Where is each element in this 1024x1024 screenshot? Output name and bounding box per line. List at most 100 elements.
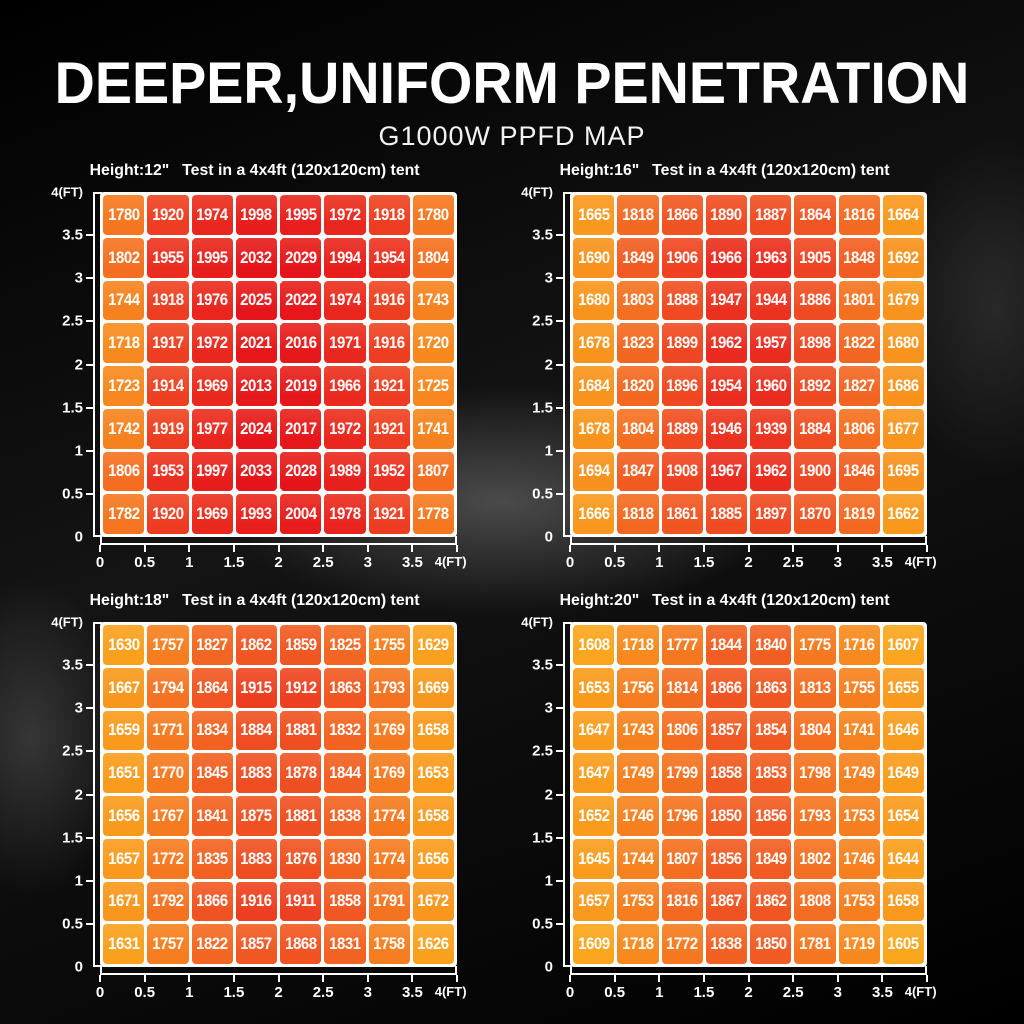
ppfd-cell: 2019 <box>280 366 322 406</box>
ppfd-cell: 1749 <box>617 753 659 793</box>
ppfd-cell: 1816 <box>838 195 880 235</box>
grid-dot <box>657 791 665 798</box>
grid-dot <box>788 445 796 453</box>
grid-dot <box>701 488 709 496</box>
grid-dot <box>318 361 326 368</box>
ppfd-cell: 1667 <box>103 667 145 708</box>
y-axis-label: 0 <box>74 528 83 546</box>
ppfd-cell: 1719 <box>838 924 880 964</box>
x-axis-label: 2.5 <box>782 554 804 571</box>
grid-dot <box>788 403 796 411</box>
ppfd-cell: 1807 <box>412 451 454 492</box>
ppfd-cell: 2016 <box>280 323 322 363</box>
ppfd-cell: 1866 <box>191 881 233 922</box>
grid-dot <box>362 833 370 841</box>
grid-dot <box>362 276 370 284</box>
ppfd-cell: 1888 <box>661 280 703 321</box>
ppfd-cell: 1883 <box>235 838 277 879</box>
grid-dot <box>318 875 326 883</box>
ppfd-cell: 2029 <box>280 237 322 278</box>
y-axis-tick <box>86 836 93 839</box>
x-axis-tick <box>456 545 458 552</box>
ppfd-cell: 1862 <box>750 881 792 922</box>
ppfd-cell: 1678 <box>573 408 615 449</box>
grid-dot <box>657 361 665 368</box>
grid-dot <box>876 663 884 671</box>
grid-dot <box>657 833 665 841</box>
y-axis-cap <box>565 622 572 624</box>
grid-dot <box>745 318 752 326</box>
grid-dot <box>613 706 621 714</box>
ppfd-cell: 1798 <box>794 753 836 793</box>
ppfd-cell: 1886 <box>794 280 836 321</box>
grid-dot <box>362 791 370 798</box>
x-axis-cap <box>100 966 102 973</box>
x-axis-label: 2 <box>274 554 283 571</box>
grid-dot <box>362 875 370 883</box>
ppfd-cell: 1718 <box>103 323 145 363</box>
y-axis-label: 2 <box>74 786 83 803</box>
x-axis-tick <box>792 975 795 982</box>
ppfd-cell: 1692 <box>882 237 924 278</box>
ppfd-cell: 1645 <box>573 838 615 879</box>
ppfd-cell: 1841 <box>191 796 233 836</box>
grid-dot <box>701 318 709 326</box>
ppfd-cell: 1883 <box>235 753 277 793</box>
ppfd-cell: 1647 <box>573 753 615 793</box>
x-axis-tick <box>881 545 884 552</box>
grid-dot <box>657 748 665 756</box>
grid-dot <box>745 748 752 756</box>
ppfd-cell: 1921 <box>368 366 410 406</box>
ppfd-cell: 2017 <box>280 408 322 449</box>
grid-dot <box>613 445 621 453</box>
grid-dot <box>318 318 326 326</box>
ppfd-cell: 1671 <box>103 881 145 922</box>
ppfd-cell: 1834 <box>191 710 233 751</box>
x-axis-tick <box>836 975 839 982</box>
grid-dot <box>745 445 752 453</box>
ppfd-cell: 1946 <box>705 408 747 449</box>
grid-dot <box>275 276 282 284</box>
grid-dot <box>187 791 195 798</box>
x-axis-line <box>100 973 457 975</box>
x-axis-tick <box>836 545 839 552</box>
ppfd-cell: 1897 <box>750 494 792 534</box>
ppfd-panel-12in: Height:12" Test in a 4x4ft (120x120cm) t… <box>51 162 466 579</box>
grid-dot <box>187 233 195 241</box>
ppfd-cell: 1977 <box>191 408 233 449</box>
grid-dot <box>832 361 840 368</box>
x-axis: 0 0.5 1 1.5 2 2.5 3 3.5 4(FT) <box>566 966 937 1009</box>
ppfd-cell: 1887 <box>750 195 792 235</box>
grid-dot <box>657 488 665 496</box>
y-axis-label: 1.5 <box>532 399 553 417</box>
grid-dot <box>876 706 884 714</box>
grid-dot <box>318 445 326 453</box>
ppfd-cell: 1906 <box>661 237 703 278</box>
grid-dot <box>187 403 195 411</box>
grid-dot <box>318 791 326 798</box>
grid-dot <box>231 403 239 411</box>
ppfd-cell: 1607 <box>882 625 924 665</box>
grid-dot <box>832 488 840 496</box>
grid-dot <box>832 706 840 714</box>
ppfd-cell: 1853 <box>750 753 792 793</box>
ppfd-cell: 1657 <box>103 838 145 879</box>
ppfd-cell: 1974 <box>324 280 366 321</box>
grid-dot <box>613 276 621 284</box>
ppfd-cell: 1822 <box>191 924 233 964</box>
grid-dot <box>701 748 709 756</box>
ppfd-cell: 1993 <box>235 494 277 534</box>
grid-dot <box>143 875 151 883</box>
ppfd-cell: 1962 <box>705 323 747 363</box>
grid-dot <box>657 318 665 326</box>
grid-dot <box>832 318 840 326</box>
x-axis-label: 0 <box>95 554 105 571</box>
grid-dot <box>701 706 709 714</box>
grid-dot <box>832 663 840 671</box>
ppfd-cell: 1939 <box>750 408 792 449</box>
grid-dot <box>143 318 151 326</box>
ppfd-cell: 1741 <box>412 408 454 449</box>
y-axis-label: 0.5 <box>62 915 83 933</box>
ppfd-cell: 1848 <box>838 237 880 278</box>
ppfd-cell: 1863 <box>324 667 366 708</box>
